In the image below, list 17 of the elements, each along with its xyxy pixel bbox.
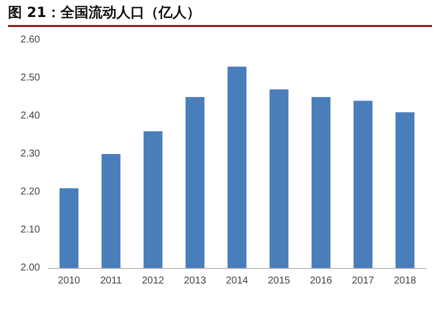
x-tick-label: 2012	[142, 276, 165, 286]
x-tick-label: 2011	[100, 276, 122, 286]
y-tick-label: 2.60	[20, 34, 40, 46]
x-tick-label: 2017	[352, 276, 375, 286]
y-tick-label: 2.00	[20, 262, 40, 274]
x-tick-label: 2016	[310, 276, 333, 286]
y-tick-label: 2.40	[20, 110, 40, 122]
y-tick-label: 2.50	[20, 72, 40, 84]
y-tick-label: 2.10	[20, 224, 40, 236]
x-tick-label: 2018	[394, 276, 417, 286]
x-tick-label: 2013	[184, 276, 207, 286]
x-tick-label: 2010	[58, 276, 81, 286]
y-tick-label: 2.30	[20, 148, 40, 160]
chart-title: 图 21：全国流动人口（亿人）	[8, 4, 432, 27]
x-tick-label: 2015	[268, 276, 291, 286]
x-tick-label: 2014	[226, 276, 249, 286]
y-tick-label: 2.20	[20, 186, 40, 198]
